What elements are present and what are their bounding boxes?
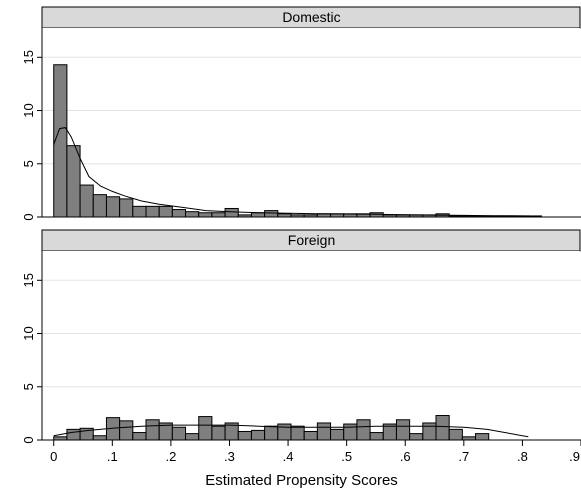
y-tick-label: 15 bbox=[21, 273, 36, 287]
histogram-bar bbox=[171, 209, 187, 218]
y-tick-label: 5 bbox=[21, 383, 36, 390]
histogram-bar bbox=[303, 430, 318, 441]
y-tick-label: 0 bbox=[21, 213, 36, 220]
y-tick-label: 5 bbox=[21, 160, 36, 167]
histogram-bar bbox=[53, 64, 68, 218]
y-tick-label: 10 bbox=[21, 103, 36, 117]
histogram-bar bbox=[448, 215, 463, 218]
density-curve bbox=[53, 424, 529, 438]
y-tick-label: 10 bbox=[21, 326, 36, 340]
y-tick-label: 0 bbox=[21, 436, 36, 443]
histogram-bar bbox=[250, 429, 266, 441]
x-tick-label: .3 bbox=[224, 449, 235, 464]
histogram-bar bbox=[211, 425, 226, 441]
histogram-bar bbox=[132, 205, 147, 218]
histogram-bar bbox=[158, 205, 173, 218]
histogram-bar bbox=[198, 416, 213, 441]
x-tick-label: 0 bbox=[50, 449, 57, 464]
x-tick-label: .9 bbox=[569, 449, 580, 464]
histogram-bar bbox=[92, 435, 107, 441]
x-tick-label: .8 bbox=[517, 449, 528, 464]
histogram-bar bbox=[224, 207, 239, 218]
histogram-bar bbox=[211, 212, 226, 218]
histogram-bar bbox=[145, 205, 160, 218]
histogram-bar bbox=[185, 433, 200, 441]
histogram-bar bbox=[53, 436, 68, 441]
histogram-bar bbox=[369, 432, 384, 441]
plot-area bbox=[42, 251, 580, 440]
panel-foreign: Foreign 0 5 10 15 bbox=[21, 229, 581, 444]
histogram-bar bbox=[185, 211, 200, 218]
histogram-bar bbox=[66, 145, 81, 218]
panel-title: Domestic bbox=[282, 9, 340, 25]
histogram-bar bbox=[119, 198, 134, 218]
y-tick-label: 15 bbox=[21, 50, 36, 64]
histogram-bar bbox=[330, 428, 345, 441]
histogram-bar bbox=[461, 215, 477, 218]
histogram-bar bbox=[303, 214, 318, 218]
histogram-bar bbox=[290, 214, 305, 218]
histogram-bar bbox=[92, 194, 107, 218]
density-curve bbox=[53, 127, 541, 217]
histogram-bar bbox=[356, 419, 371, 441]
histogram-bar bbox=[119, 420, 134, 441]
histogram-bar bbox=[435, 415, 450, 441]
histogram-bar bbox=[448, 428, 463, 441]
plot-area bbox=[42, 28, 580, 217]
histogram-bar bbox=[132, 432, 147, 441]
histogram-bar bbox=[264, 210, 279, 218]
histogram-bar bbox=[237, 214, 252, 218]
histogram-bar bbox=[475, 433, 490, 441]
histogram-bar bbox=[145, 419, 160, 441]
histogram-bar bbox=[382, 214, 397, 218]
x-tick-label: .1 bbox=[107, 449, 118, 464]
histogram-bar bbox=[171, 426, 187, 441]
x-tick-label: .5 bbox=[341, 449, 352, 464]
panel-domestic: Domestic 0 5 10 15 bbox=[21, 6, 581, 221]
x-tick-label: .7 bbox=[458, 449, 469, 464]
histogram-bar bbox=[66, 428, 81, 441]
histogram-bar bbox=[237, 430, 252, 441]
x-tick-label: .6 bbox=[400, 449, 411, 464]
histogram-bar bbox=[461, 436, 477, 441]
histogram-bar bbox=[198, 212, 213, 218]
histogram-bar bbox=[290, 425, 305, 441]
histogram-bar bbox=[79, 427, 94, 441]
histogram-bar bbox=[79, 184, 94, 218]
panel-title: Foreign bbox=[288, 232, 335, 248]
histogram-bar bbox=[250, 212, 266, 218]
histogram-bar bbox=[264, 425, 279, 441]
histogram-bar bbox=[316, 422, 332, 441]
x-axis-title: Estimated Propensity Scores bbox=[205, 472, 398, 489]
x-tick-label: .2 bbox=[165, 449, 176, 464]
histogram-bar bbox=[277, 213, 292, 218]
histogram-bar bbox=[395, 419, 411, 441]
x-tick-label: .4 bbox=[283, 449, 294, 464]
histogram-bar bbox=[422, 422, 437, 441]
histogram-bar bbox=[409, 433, 424, 441]
histogram-bar bbox=[105, 196, 121, 218]
